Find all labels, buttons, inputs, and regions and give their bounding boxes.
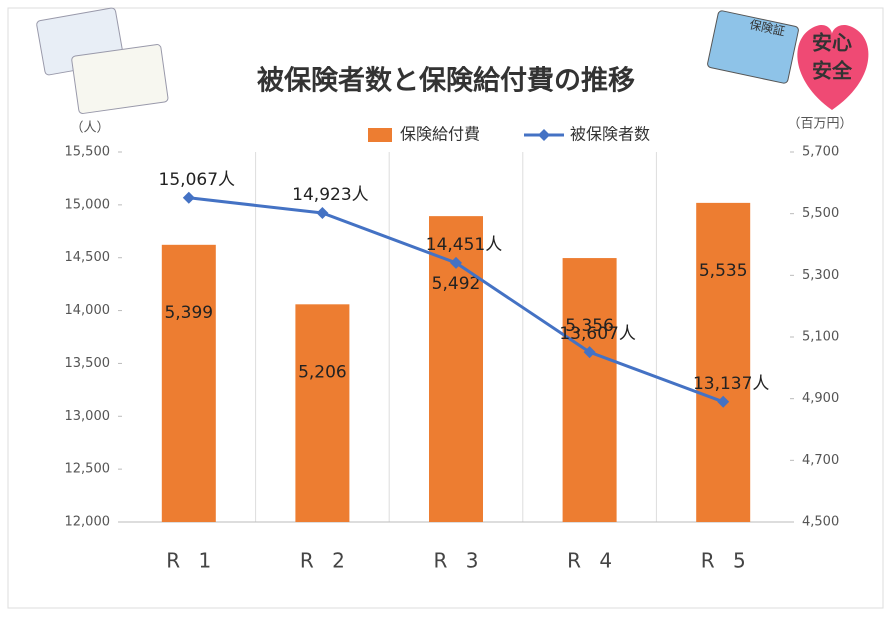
- x-tick-label: R 2: [300, 549, 351, 573]
- line-value-label: 15,067人: [159, 170, 235, 190]
- legend-swatch: [368, 128, 392, 142]
- y-tick-label: 14,500: [65, 250, 111, 265]
- y-unit-label: （人）: [70, 121, 109, 136]
- y2-unit-label: （百万円）: [787, 117, 852, 132]
- y2-tick-label: 4,500: [802, 515, 839, 530]
- y2-tick-label: 5,700: [802, 145, 839, 160]
- line-value-label: 13,137人: [693, 374, 769, 394]
- bar-value-label: 5,492: [432, 274, 481, 294]
- line-value-label: 14,451人: [426, 235, 502, 255]
- line-value-label: 14,923人: [292, 185, 368, 205]
- badge-text: 安全: [812, 59, 853, 83]
- y-tick-label: 15,500: [65, 145, 111, 160]
- legend-label: 被保険者数: [570, 125, 650, 144]
- x-tick-label: R 1: [166, 549, 217, 573]
- badge-text: 安心: [812, 31, 852, 55]
- line-value-label: 13,607人: [559, 324, 635, 344]
- bar-value-label: 5,206: [298, 362, 347, 382]
- chart: 保険証 安心 安全 被保険者数と保険給付費の推移 （人） （百万円） 12,00…: [0, 0, 893, 617]
- y2-tick-label: 5,300: [802, 268, 839, 283]
- bar: [162, 245, 216, 522]
- y2-tick-label: 5,500: [802, 206, 839, 221]
- x-tick-label: R 5: [701, 549, 752, 573]
- y-tick-label: 13,000: [65, 409, 111, 424]
- y-tick-label: 12,000: [65, 515, 111, 530]
- y-tick-label: 13,500: [65, 356, 111, 371]
- y-tick-label: 14,000: [65, 303, 111, 318]
- bar: [563, 258, 617, 522]
- y-tick-label: 12,500: [65, 462, 111, 477]
- bar-value-label: 5,535: [699, 261, 748, 281]
- bar-value-label: 5,399: [164, 303, 213, 323]
- x-tick-label: R 4: [567, 549, 618, 573]
- y2-tick-label: 5,100: [802, 330, 839, 345]
- y-tick-label: 15,000: [65, 197, 111, 212]
- y2-tick-label: 4,900: [802, 391, 839, 406]
- x-tick-label: R 3: [434, 549, 485, 573]
- y2-tick-label: 4,700: [802, 453, 839, 468]
- chart-title: 被保険者数と保険給付費の推移: [257, 65, 635, 97]
- bar: [295, 304, 349, 522]
- bar: [696, 203, 750, 522]
- legend-label: 保険給付費: [400, 125, 480, 144]
